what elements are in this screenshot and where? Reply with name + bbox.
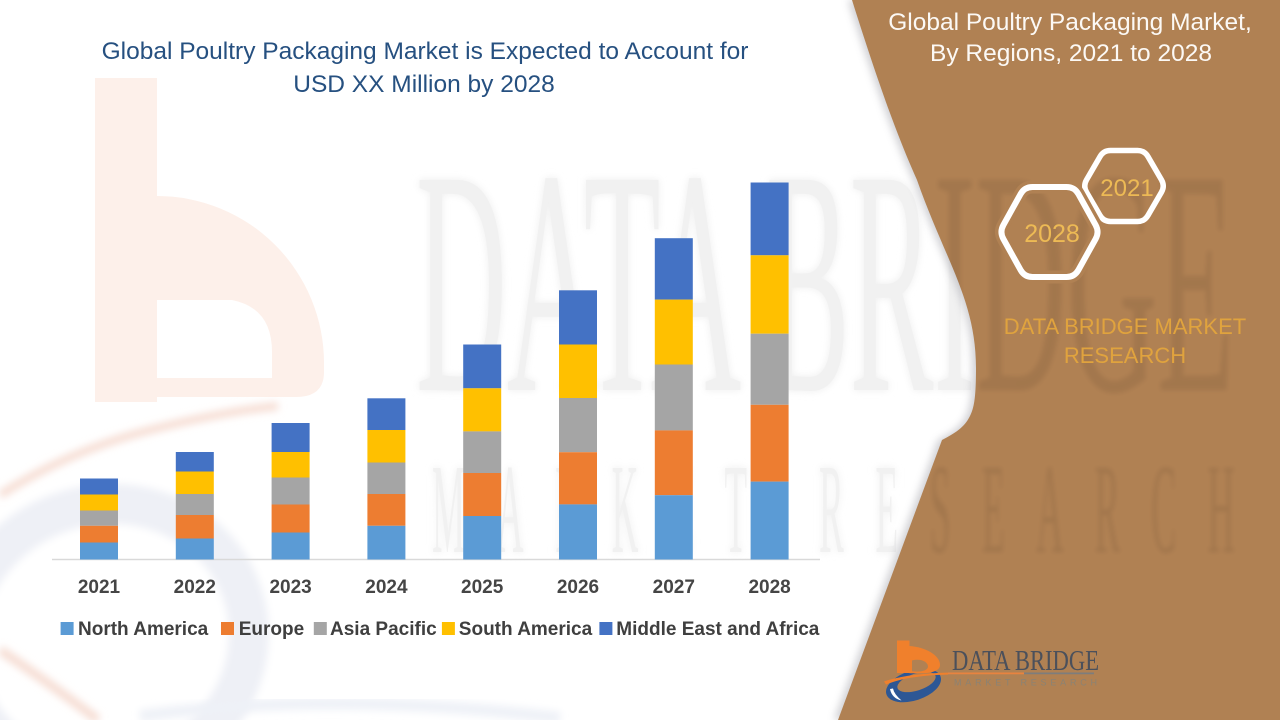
svg-text:2028: 2028 (748, 577, 790, 598)
svg-text:Global Poultry Packaging Marke: Global Poultry Packaging Market, (888, 9, 1252, 36)
svg-text:2021: 2021 (1100, 175, 1153, 202)
svg-text:2027: 2027 (653, 577, 695, 598)
svg-text:2021: 2021 (78, 577, 121, 598)
svg-text:2024: 2024 (365, 577, 408, 598)
svg-text:2023: 2023 (269, 577, 311, 598)
svg-text:USD XX Million by 2028: USD XX Million by 2028 (293, 71, 554, 98)
svg-text:2025: 2025 (461, 577, 504, 598)
svg-text:By Regions, 2021 to 2028: By Regions, 2021 to 2028 (930, 40, 1212, 67)
svg-text:DATA BRIDGE MARKET: DATA BRIDGE MARKET (1004, 314, 1246, 339)
svg-text:RESEARCH: RESEARCH (1064, 343, 1186, 368)
svg-text:2028: 2028 (1024, 220, 1080, 248)
svg-text:Asia Pacific: Asia Pacific (330, 619, 437, 640)
svg-text:South America: South America (459, 619, 593, 640)
svg-text:MARKET RESEARCH: MARKET RESEARCH (954, 678, 1101, 688)
svg-text:2026: 2026 (557, 577, 599, 598)
svg-text:Europe: Europe (239, 619, 304, 640)
svg-text:North America: North America (78, 619, 209, 640)
svg-text:DATA BRIDGE: DATA BRIDGE (952, 644, 1099, 676)
svg-text:2022: 2022 (174, 577, 216, 598)
svg-text:Middle East and Africa: Middle East and Africa (616, 619, 819, 640)
svg-text:Global Poultry Packaging Marke: Global Poultry Packaging Market is Expec… (102, 38, 749, 65)
